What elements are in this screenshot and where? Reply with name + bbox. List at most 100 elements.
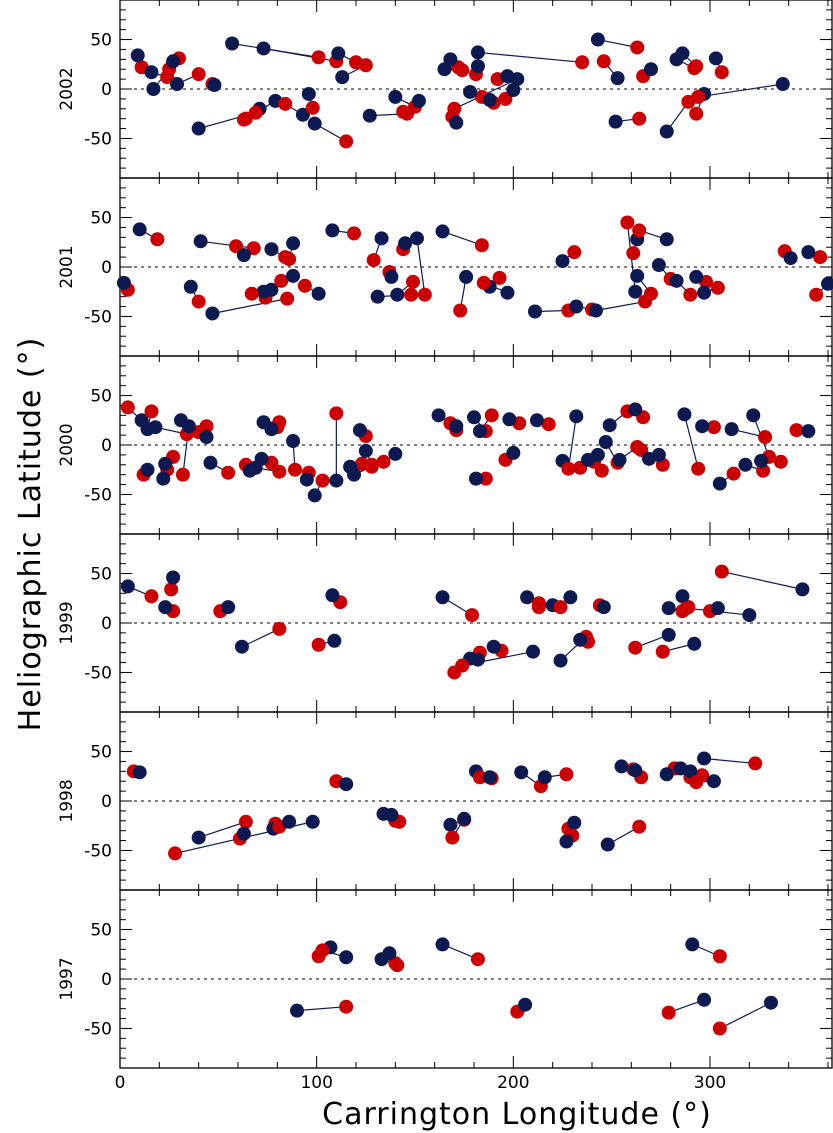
end-point: [561, 461, 576, 476]
end-point: [758, 430, 773, 445]
end-point: [472, 770, 487, 785]
y-tick-label: 50: [90, 387, 112, 407]
y-tick-label: 50: [90, 209, 112, 229]
start-point: [327, 633, 342, 648]
start-point: [598, 435, 613, 450]
start-point: [801, 245, 816, 260]
end-point: [476, 275, 491, 290]
x-axis-title: Carrington Longitude (°): [322, 1097, 712, 1132]
start-point: [207, 78, 222, 93]
start-point: [120, 579, 135, 594]
start-point: [347, 467, 362, 482]
start-point: [685, 937, 700, 952]
start-point: [600, 837, 615, 852]
end-point: [655, 644, 670, 659]
start-point: [132, 765, 147, 780]
y-tick-label: 0: [101, 258, 112, 278]
start-point: [459, 269, 474, 284]
start-point: [527, 304, 542, 319]
start-point: [644, 62, 658, 77]
start-point: [775, 77, 790, 92]
end-point: [417, 287, 432, 302]
end-point: [620, 215, 635, 230]
y-tick-label: -50: [84, 307, 112, 327]
end-point: [596, 54, 611, 69]
track-line: [595, 301, 646, 312]
end-point: [347, 226, 362, 241]
panel-1997: -50 0 50 1997: [57, 889, 833, 1069]
panel-2001: -50 0 50 2001: [57, 177, 833, 357]
track-pairs: [120, 400, 816, 503]
start-point: [514, 765, 529, 780]
start-point: [390, 287, 405, 302]
start-point: [472, 424, 487, 439]
end-point: [311, 50, 326, 65]
end-point: [575, 55, 590, 70]
start-point: [286, 268, 301, 283]
end-point: [168, 846, 183, 861]
y-tick-label: -50: [84, 841, 112, 861]
start-point: [311, 286, 326, 301]
start-point: [435, 590, 450, 605]
y-tick-label: -50: [84, 1019, 112, 1039]
end-point: [274, 273, 289, 288]
start-point: [335, 70, 350, 85]
start-point: [602, 418, 617, 433]
end-point: [120, 400, 135, 415]
panel-1999: -50 0 50 1999: [57, 533, 833, 713]
end-point: [339, 999, 354, 1014]
track-pairs: [126, 751, 763, 861]
end-point: [553, 600, 568, 615]
end-point: [712, 1021, 727, 1036]
end-point: [689, 775, 704, 790]
start-point: [301, 86, 316, 101]
track-line: [477, 51, 583, 63]
start-point: [526, 644, 540, 659]
start-point: [236, 826, 251, 841]
start-point: [370, 289, 385, 304]
start-point: [573, 632, 588, 647]
end-point: [272, 621, 287, 636]
start-point: [254, 451, 269, 466]
y-tick-label: 50: [90, 31, 112, 51]
start-point: [754, 453, 769, 468]
start-point: [529, 413, 544, 428]
track-line: [683, 414, 699, 469]
start-point: [116, 275, 131, 290]
start-point: [470, 45, 485, 60]
end-point: [691, 461, 706, 476]
start-point: [358, 443, 373, 458]
start-point: [795, 582, 810, 597]
end-point: [470, 952, 485, 967]
end-point: [280, 291, 295, 306]
start-point: [307, 488, 322, 503]
start-point: [144, 65, 159, 80]
start-point: [443, 817, 458, 832]
end-point: [773, 454, 788, 469]
end-point: [809, 287, 824, 302]
track-line: [198, 821, 247, 839]
start-point: [821, 276, 833, 291]
start-point: [569, 299, 584, 314]
start-point: [295, 107, 310, 122]
track-line: [200, 240, 254, 249]
end-point: [710, 280, 725, 295]
start-point: [738, 457, 753, 472]
start-point: [677, 407, 692, 422]
start-point: [708, 51, 723, 66]
start-point: [486, 639, 501, 654]
end-point: [567, 245, 582, 260]
end-point: [714, 564, 729, 579]
end-point: [366, 253, 381, 268]
start-point: [193, 234, 208, 249]
start-point: [659, 124, 674, 139]
end-point: [689, 106, 704, 121]
end-point: [246, 241, 261, 256]
start-point: [166, 54, 181, 69]
start-point: [675, 589, 690, 604]
start-point: [555, 254, 570, 269]
year-label-2002: 2002: [57, 67, 77, 110]
track-pairs: [116, 215, 833, 321]
end-point: [199, 419, 214, 434]
x-tick-label: 300: [694, 1073, 726, 1093]
